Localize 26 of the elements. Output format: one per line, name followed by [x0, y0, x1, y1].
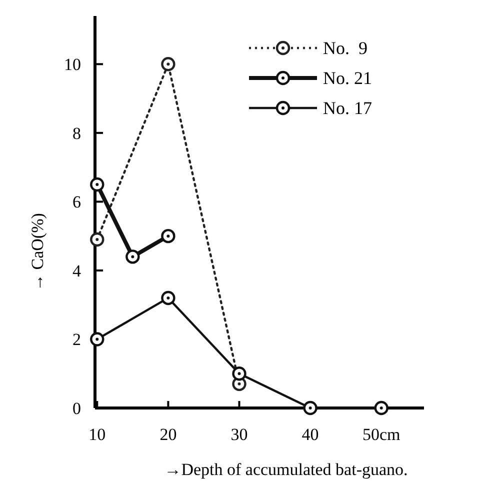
- point: [90, 232, 104, 247]
- point: [303, 400, 318, 416]
- y-tick-label: 2: [72, 330, 81, 350]
- point: [90, 332, 104, 346]
- x-tick-label: 30: [230, 425, 248, 444]
- y-tick-label: 0: [72, 399, 81, 418]
- x-tick-label: 40: [302, 425, 319, 444]
- point: [161, 290, 176, 306]
- legend-label: No. 9: [323, 38, 368, 58]
- legend-label: No. 21: [323, 68, 372, 88]
- y-tick-label: 6: [72, 192, 81, 212]
- point: [90, 177, 104, 192]
- y-axis-title: → CaO(%): [28, 213, 47, 291]
- y-tick-label: 8: [72, 124, 81, 143]
- point: [126, 250, 140, 264]
- y-tick-label: 10: [64, 55, 81, 74]
- point: [374, 400, 388, 416]
- point: [161, 228, 176, 244]
- point: [232, 366, 246, 381]
- point: [161, 57, 176, 72]
- x-tick-label: 50cm: [362, 425, 400, 444]
- x-axis-title: →Depth of accumulated bat-guano.: [164, 460, 408, 479]
- y-tick-label: 4: [72, 261, 82, 280]
- x-tick-label: 10: [88, 425, 106, 444]
- legend-label: No. 17: [323, 98, 372, 118]
- x-tick-label: 20: [160, 425, 177, 444]
